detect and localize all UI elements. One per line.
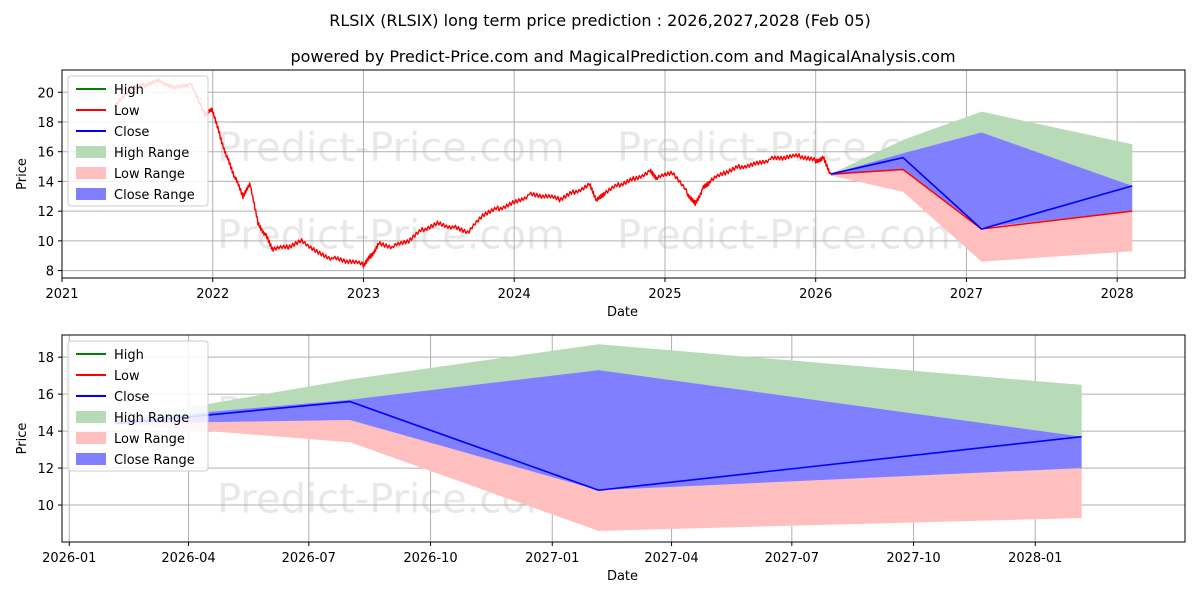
x-tick-label: 2026-04 (161, 551, 215, 566)
x-tick-label: 2026 (799, 287, 832, 302)
y-tick-label: 16 (37, 146, 54, 161)
legend-swatch (76, 411, 106, 423)
x-tick-label: 2024 (498, 287, 531, 302)
y-axis-label: Price (15, 423, 30, 455)
watermark: Predict-Price.com (217, 125, 565, 171)
y-tick-label: 8 (46, 265, 54, 280)
legend-swatch (76, 167, 106, 179)
y-tick-label: 10 (37, 235, 54, 250)
legend-swatch (76, 453, 106, 465)
y-tick-label: 10 (37, 499, 54, 514)
x-tick-label: 2023 (347, 287, 380, 302)
x-tick-label: 2027-04 (644, 551, 698, 566)
x-tick-label: 2022 (196, 287, 229, 302)
chart-panel-2: Predict-Price.comPredict-Price.comPredic… (15, 334, 1186, 584)
x-tick-label: 2026-07 (282, 551, 336, 566)
x-tick-label: 2026-01 (42, 551, 96, 566)
y-tick-label: 16 (37, 388, 54, 403)
legend-item-label: Close (114, 125, 149, 140)
legend-item-label: Low Range (114, 167, 185, 182)
low-prediction-line (830, 168, 1133, 230)
legend-item-label: Low (114, 369, 140, 384)
legend-swatch (76, 146, 106, 158)
legend-item-label: High Range (114, 146, 189, 161)
legend-item-label: High (114, 348, 144, 363)
x-tick-label: 2026-10 (403, 551, 457, 566)
y-axis-label: Price (15, 158, 30, 190)
y-tick-label: 12 (37, 462, 54, 477)
legend-item-label: High Range (114, 411, 189, 426)
high-range-area (115, 344, 1082, 437)
close-range-area (115, 370, 1082, 491)
legend-swatch (76, 432, 106, 444)
legend-item-label: High (114, 83, 144, 98)
y-tick-label: 18 (37, 116, 54, 131)
x-axis-label: Date (607, 305, 638, 320)
low-history-line (114, 77, 832, 268)
legend-swatch (76, 188, 106, 200)
y-tick-label: 18 (37, 351, 54, 366)
plot-area (114, 77, 1133, 268)
close-prediction-line (115, 400, 1082, 492)
plot-frame (61, 334, 1186, 543)
x-tick-label: 2028 (1101, 287, 1134, 302)
plot-frame (61, 69, 1186, 279)
x-tick-label: 2027-07 (765, 551, 819, 566)
x-tick-label: 2027-10 (886, 551, 940, 566)
x-tick-label: 2027-01 (525, 551, 579, 566)
chart-panel-1: Predict-Price.com Predict-Price.com Predic… (15, 69, 1186, 320)
x-tick-label: 2025 (648, 287, 681, 302)
legend-item-label: Low (114, 104, 140, 119)
y-tick-label: 14 (37, 425, 54, 440)
legend-item-label: Close Range (114, 188, 195, 203)
watermark: Predict-Price.com (217, 212, 565, 258)
y-tick-label: 14 (37, 175, 54, 190)
x-tick-label: 2028-01 (1008, 551, 1062, 566)
plot-area (115, 344, 1082, 531)
chart-title: RLSIX (RLSIX) long term price prediction… (329, 11, 871, 30)
chart-subtitle: powered by Predict-Price.com and Magical… (290, 47, 955, 66)
close-range-area (830, 132, 1133, 228)
x-axis-label: Date (607, 569, 638, 584)
legend-item-label: Close (114, 390, 149, 405)
watermark: Predict-Price.com (617, 212, 965, 258)
y-tick-label: 12 (37, 205, 54, 220)
low-range-area (830, 169, 1133, 262)
x-tick-label: 2021 (45, 287, 78, 302)
y-tick-label: 20 (37, 86, 54, 101)
close-prediction-line (830, 156, 1133, 230)
legend-item-label: Low Range (114, 432, 185, 447)
x-tick-label: 2027 (950, 287, 983, 302)
high-range-area (830, 111, 1133, 186)
low-range-area (115, 420, 1082, 531)
legend-item-label: Close Range (114, 453, 195, 468)
